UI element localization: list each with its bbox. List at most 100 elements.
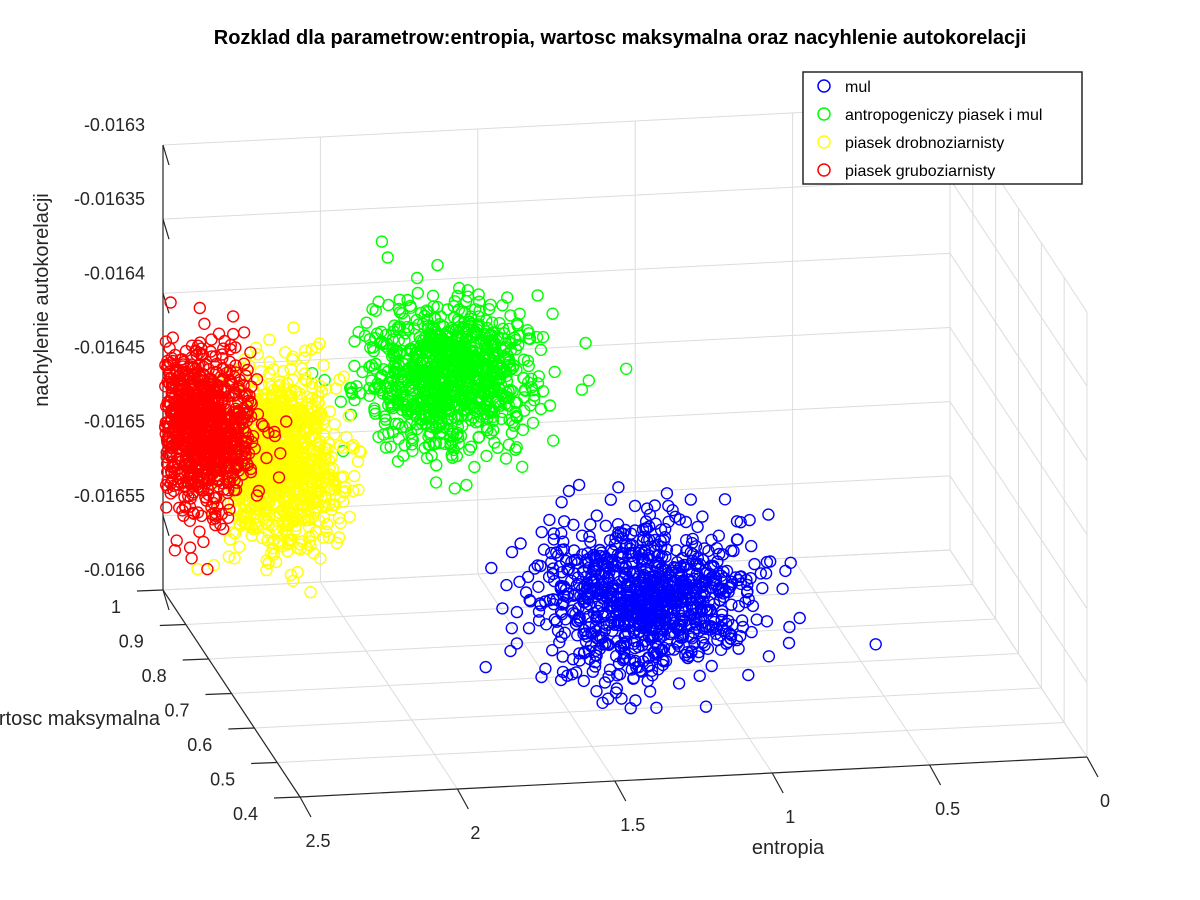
data-point: [268, 425, 281, 439]
data-point: [696, 510, 709, 523]
data-point: [222, 550, 236, 563]
data-point: [481, 383, 494, 396]
data-point: [193, 525, 206, 538]
data-point: [473, 295, 486, 308]
side-wall-gridline: [949, 327, 1088, 535]
data-point: [671, 622, 684, 635]
data-point: [457, 348, 471, 362]
data-point: [624, 539, 637, 552]
data-point: [643, 508, 657, 521]
data-point: [450, 428, 463, 441]
data-point: [196, 348, 210, 362]
legend-label-antropogeniczy: antropogeniczy piasek i mul: [845, 107, 1042, 124]
data-point: [621, 598, 634, 611]
data-point: [303, 464, 316, 477]
data-point: [453, 281, 466, 295]
legend-marker-mul: [817, 79, 831, 93]
data-point: [495, 412, 508, 425]
data-point: [237, 421, 250, 435]
data-point: [347, 442, 360, 455]
data-point: [547, 527, 560, 540]
data-point: [301, 513, 314, 527]
data-point: [279, 346, 292, 359]
data-point: [590, 685, 603, 698]
data-point: [584, 551, 597, 564]
back-wall-gridline: [162, 252, 951, 294]
data-point: [266, 518, 279, 532]
data-point: [256, 408, 269, 421]
data-point: [411, 418, 424, 431]
data-point: [348, 469, 361, 483]
data-point: [470, 381, 483, 395]
data-point: [451, 313, 465, 326]
data-point: [584, 639, 597, 653]
data-point: [291, 541, 304, 555]
data-point: [312, 454, 325, 467]
data-point: [219, 403, 233, 416]
data-point: [599, 519, 612, 532]
data-point: [514, 537, 527, 550]
data-point: [260, 451, 273, 465]
data-point: [293, 432, 307, 446]
side-wall-gridline: [949, 253, 1088, 461]
data-point: [245, 435, 259, 449]
data-point: [199, 461, 213, 474]
data-point: [547, 598, 560, 611]
x-tick-label: 0.5: [935, 799, 960, 819]
data-point: [593, 550, 606, 563]
data-point: [398, 334, 411, 347]
data-point: [543, 513, 556, 527]
data-point: [334, 395, 347, 408]
x-tick-label: 2: [470, 823, 480, 843]
data-point: [503, 413, 516, 427]
x-tick: [456, 788, 469, 810]
data-point: [464, 440, 478, 453]
data-point: [243, 389, 256, 402]
data-point: [444, 437, 457, 450]
data-point: [635, 555, 649, 568]
data-point: [294, 458, 308, 471]
data-point: [575, 383, 589, 396]
data-point: [534, 402, 548, 416]
data-point: [762, 508, 775, 521]
data-point: [566, 668, 579, 681]
data-point: [223, 533, 237, 546]
data-point: [208, 393, 221, 407]
data-point: [223, 503, 236, 516]
data-point: [491, 441, 504, 454]
data-point: [640, 502, 654, 515]
data-point: [348, 335, 361, 348]
data-point: [201, 438, 214, 451]
data-point: [595, 584, 608, 598]
data-point: [291, 499, 304, 512]
data-point: [654, 540, 668, 553]
data-point: [532, 370, 545, 383]
data-point: [404, 299, 417, 313]
data-point: [609, 686, 623, 699]
data-point: [305, 376, 318, 390]
data-point: [793, 611, 806, 625]
data-point: [185, 552, 198, 565]
data-point: [348, 393, 361, 407]
data-point: [748, 557, 761, 571]
data-point: [557, 596, 570, 609]
data-point: [431, 258, 444, 272]
data-point: [651, 572, 664, 585]
data-point: [594, 631, 607, 645]
data-point: [264, 479, 277, 492]
data-point: [288, 385, 302, 398]
data-point: [760, 615, 774, 628]
data-point: [536, 330, 550, 344]
data-point: [628, 634, 642, 648]
data-point: [228, 552, 241, 565]
data-point: [676, 551, 689, 565]
data-point: [500, 386, 513, 399]
points-layer: [158, 235, 882, 715]
z-tick-label: -0.0164: [84, 263, 145, 283]
data-point: [472, 431, 485, 444]
data-point: [619, 607, 633, 621]
data-point: [405, 438, 419, 451]
data-point: [390, 384, 403, 397]
data-point: [447, 299, 460, 313]
data-point: [228, 473, 242, 486]
